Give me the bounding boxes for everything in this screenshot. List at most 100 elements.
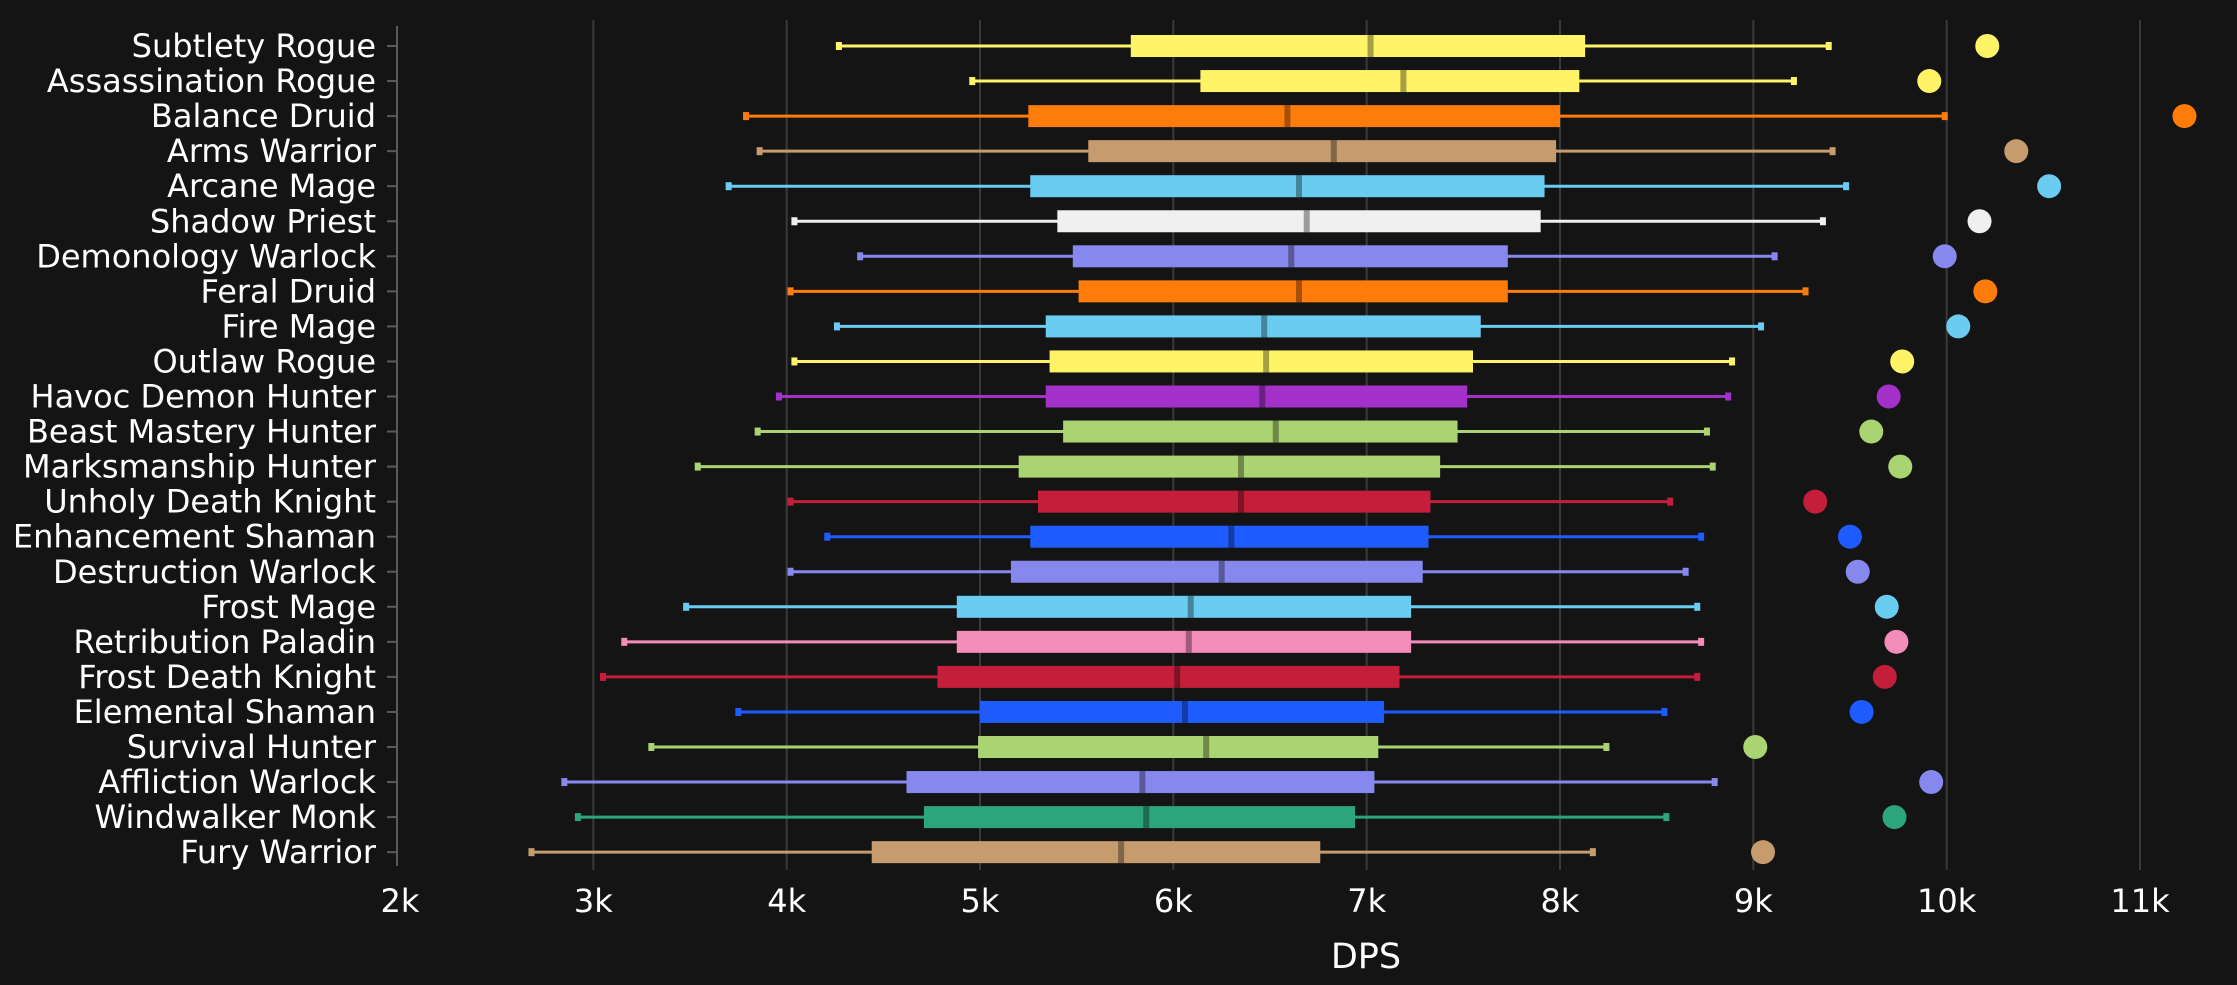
category-label: Outlaw Rogue xyxy=(152,342,376,380)
iqr-box xyxy=(1030,525,1429,548)
category-label: Beast Mastery Hunter xyxy=(27,413,377,451)
outlier-point xyxy=(1849,699,1874,724)
whisker-cap-min xyxy=(621,637,628,646)
outlier-point xyxy=(1803,489,1828,514)
whisker-cap-max xyxy=(1698,532,1705,541)
box-row xyxy=(621,629,1909,654)
whisker-cap-min xyxy=(835,42,842,50)
x-tick-label: 2k xyxy=(381,882,420,920)
category-label: Balance Druid xyxy=(151,97,376,135)
iqr-box xyxy=(1057,210,1541,233)
x-tick-label: 9k xyxy=(1734,882,1773,920)
x-tick-label: 11k xyxy=(2110,882,2170,920)
median-marker xyxy=(1187,595,1194,618)
x-axis-title: DPS xyxy=(1331,937,1401,977)
whisker-cap-min xyxy=(833,322,840,331)
iqr-box xyxy=(1049,350,1473,373)
category-label: Demonology Warlock xyxy=(36,237,376,275)
outlier-point xyxy=(1946,314,1971,339)
outlier-point xyxy=(1872,664,1897,689)
box-row xyxy=(775,384,1901,409)
whisker-cap-min xyxy=(600,672,606,681)
x-tick-label: 8k xyxy=(1541,882,1580,920)
box-row xyxy=(835,34,2000,58)
median-marker xyxy=(1139,771,1146,794)
category-label: Enhancement Shaman xyxy=(13,518,376,556)
whisker-cap-max xyxy=(1758,322,1765,331)
outlier-point xyxy=(1917,69,1942,94)
iqr-box xyxy=(1018,455,1441,478)
whisker-cap-max xyxy=(1725,392,1732,401)
outlier-point xyxy=(1882,805,1907,830)
outlier-point xyxy=(1876,384,1901,409)
iqr-box xyxy=(1078,280,1508,303)
whisker-cap-min xyxy=(574,813,581,822)
box-row xyxy=(725,174,2062,199)
whisker-cap-max xyxy=(1663,813,1670,822)
median-marker xyxy=(1330,140,1337,163)
category-label: Unholy Death Knight xyxy=(44,483,376,521)
whisker-cap-max xyxy=(1825,42,1832,50)
median-marker xyxy=(1174,665,1181,688)
outlier-point xyxy=(1932,244,1957,269)
outlier-point xyxy=(2004,139,2029,164)
median-marker xyxy=(1261,315,1268,338)
whisker-cap-max xyxy=(1682,567,1689,576)
x-tick-label: 6k xyxy=(1154,882,1193,920)
whisker-cap-min xyxy=(735,707,742,716)
whisker-cap-min xyxy=(787,287,794,296)
x-tick-label: 10k xyxy=(1917,882,1977,920)
box-row xyxy=(735,699,1874,724)
box-row xyxy=(600,664,1897,689)
iqr-box xyxy=(1130,35,1586,57)
median-marker xyxy=(1296,175,1302,198)
box-row xyxy=(791,209,1992,234)
category-label: Frost Death Knight xyxy=(78,658,376,696)
axes: 2k 3k 4k 5k 6k 7k 8k 9k 10k 11k Subtlety RogueAssa… xyxy=(13,26,2170,920)
median-marker xyxy=(1296,280,1302,303)
box-row xyxy=(528,840,1775,865)
median-marker xyxy=(1181,700,1188,723)
box-row xyxy=(754,419,1884,444)
category-label: Subtlety Rogue xyxy=(132,27,376,65)
box-row xyxy=(694,454,1913,479)
median-marker xyxy=(1185,630,1192,653)
whisker-cap-max xyxy=(1709,462,1716,471)
whisker-cap-max xyxy=(1698,637,1705,646)
iqr-box xyxy=(1045,315,1481,338)
median-marker xyxy=(1228,525,1235,548)
category-label: Frost Mage xyxy=(201,588,376,626)
outlier-point xyxy=(1890,349,1915,374)
whisker-cap-max xyxy=(1667,497,1674,506)
whisker-cap-min xyxy=(756,147,763,156)
whisker-cap-max xyxy=(1711,778,1718,787)
whisker-cap-min xyxy=(694,462,701,471)
iqr-box xyxy=(906,771,1375,794)
box-row xyxy=(791,349,1915,374)
median-marker xyxy=(1303,210,1310,233)
category-label: Affliction Warlock xyxy=(98,763,376,801)
iqr-box xyxy=(1010,560,1423,583)
whisker-cap-max xyxy=(1819,217,1826,226)
whisker-cap-min xyxy=(775,392,782,401)
whisker-cap-min xyxy=(754,427,761,436)
median-marker xyxy=(1118,841,1125,864)
whisker-cap-max xyxy=(1941,112,1948,121)
category-label: Havoc Demon Hunter xyxy=(31,378,377,416)
outlier-point xyxy=(2172,104,2197,129)
median-marker xyxy=(1238,455,1244,478)
outlier-point xyxy=(1975,34,2000,58)
category-label: Fire Mage xyxy=(222,307,377,345)
iqr-box xyxy=(956,630,1412,653)
iqr-box xyxy=(1038,490,1431,513)
whisker-cap-min xyxy=(857,252,864,261)
whisker-cap-max xyxy=(1829,147,1836,156)
outlier-point xyxy=(1888,454,1913,479)
category-label: Elemental Shaman xyxy=(74,693,376,731)
category-label: Marksmanship Hunter xyxy=(23,448,377,486)
iqr-box xyxy=(1088,140,1557,163)
box-row xyxy=(561,770,1944,795)
category-label: Retribution Paladin xyxy=(73,623,376,661)
outlier-point xyxy=(2037,174,2062,199)
iqr-box xyxy=(1072,245,1508,268)
